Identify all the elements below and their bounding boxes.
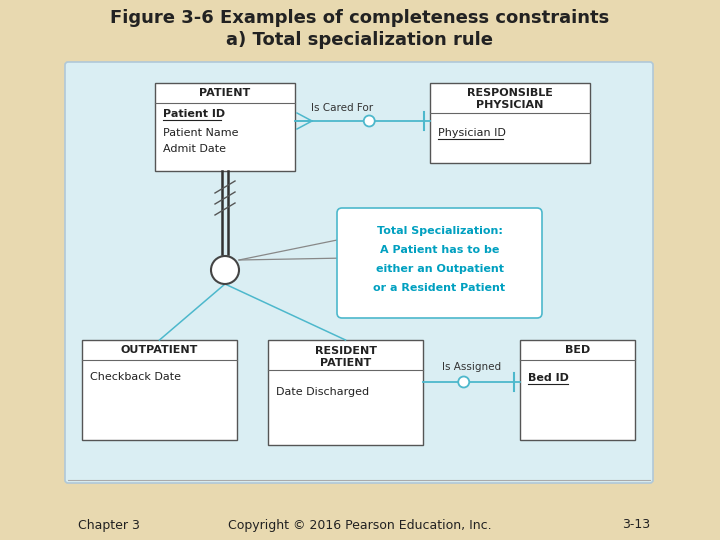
Bar (430, 83, 590, 163)
Text: Checkback Date: Checkback Date (90, 372, 181, 382)
Circle shape (211, 256, 239, 284)
Text: Admit Date: Admit Date (163, 144, 226, 154)
Text: PATIENT: PATIENT (199, 88, 251, 98)
Text: Physician ID: Physician ID (438, 128, 506, 138)
Text: Date Discharged: Date Discharged (276, 387, 369, 397)
FancyBboxPatch shape (337, 208, 542, 318)
Text: Copyright © 2016 Pearson Education, Inc.: Copyright © 2016 Pearson Education, Inc. (228, 518, 492, 531)
Text: Total Specialization:: Total Specialization: (377, 226, 503, 236)
Text: Is Cared For: Is Cared For (311, 103, 373, 113)
Text: Bed ID: Bed ID (528, 373, 569, 383)
Text: or a Resident Patient: or a Resident Patient (374, 283, 505, 293)
Text: A Patient has to be: A Patient has to be (380, 245, 499, 255)
Text: a) Total specialization rule: a) Total specialization rule (227, 31, 493, 49)
Text: Figure 3-6 Examples of completeness constraints: Figure 3-6 Examples of completeness cons… (110, 9, 610, 27)
Text: either an Outpatient: either an Outpatient (376, 264, 503, 274)
Text: RESIDENT: RESIDENT (315, 346, 377, 356)
Text: Patient ID: Patient ID (163, 109, 225, 119)
Circle shape (458, 376, 469, 388)
Text: OUTPATIENT: OUTPATIENT (121, 345, 198, 355)
Text: Patient Name: Patient Name (163, 128, 238, 138)
Text: RESPONSIBLE: RESPONSIBLE (467, 88, 553, 98)
Text: PHYSICIAN: PHYSICIAN (477, 100, 544, 110)
Bar (268, 340, 423, 445)
Bar (155, 83, 295, 171)
Text: Chapter 3: Chapter 3 (78, 518, 140, 531)
Text: 3-13: 3-13 (622, 518, 650, 531)
Text: BED: BED (565, 345, 590, 355)
Circle shape (364, 116, 374, 126)
Text: Is Assigned: Is Assigned (442, 362, 501, 372)
Bar (82, 340, 237, 440)
FancyBboxPatch shape (65, 62, 653, 483)
Text: PATIENT: PATIENT (320, 358, 371, 368)
Bar (520, 340, 635, 440)
